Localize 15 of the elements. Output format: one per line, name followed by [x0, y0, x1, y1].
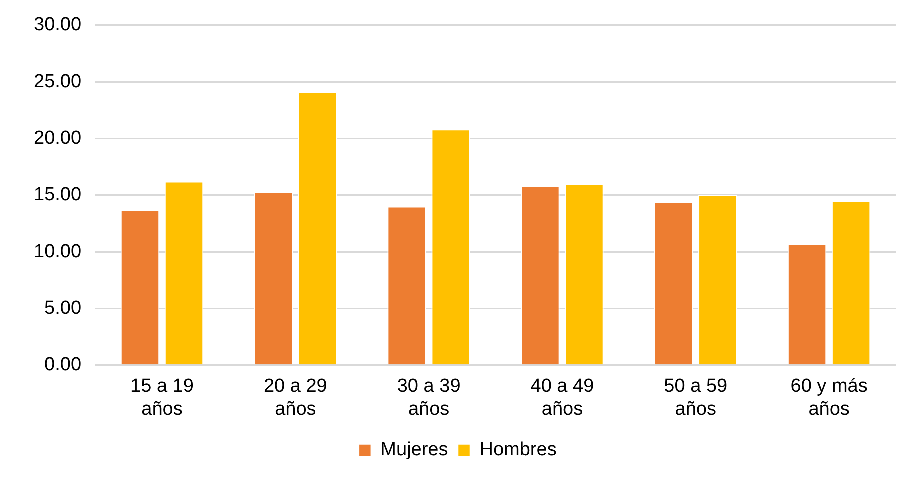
y-tick-label: 0.00 — [44, 354, 82, 376]
x-tick-label: 50 a 59 años — [664, 376, 728, 420]
x-tick-label: 30 a 39 años — [397, 376, 461, 420]
legend-label: Mujeres — [380, 440, 448, 461]
y-tick-label: 30.00 — [34, 14, 82, 36]
x-tick-label: 60 y más años — [790, 376, 868, 420]
legend-label: Hombres — [480, 440, 557, 461]
y-tick-label: 10.00 — [34, 241, 82, 262]
x-tick-label: 15 a 19 años — [130, 376, 194, 420]
x-tick-label: 20 a 29 años — [264, 376, 328, 420]
y-tick-label: 15.00 — [34, 184, 82, 206]
y-tick-label: 5.00 — [44, 298, 82, 319]
y-tick-label: 25.00 — [34, 71, 82, 92]
y-tick-label: 20.00 — [34, 128, 82, 149]
x-tick-label: 40 a 49 años — [530, 376, 594, 420]
